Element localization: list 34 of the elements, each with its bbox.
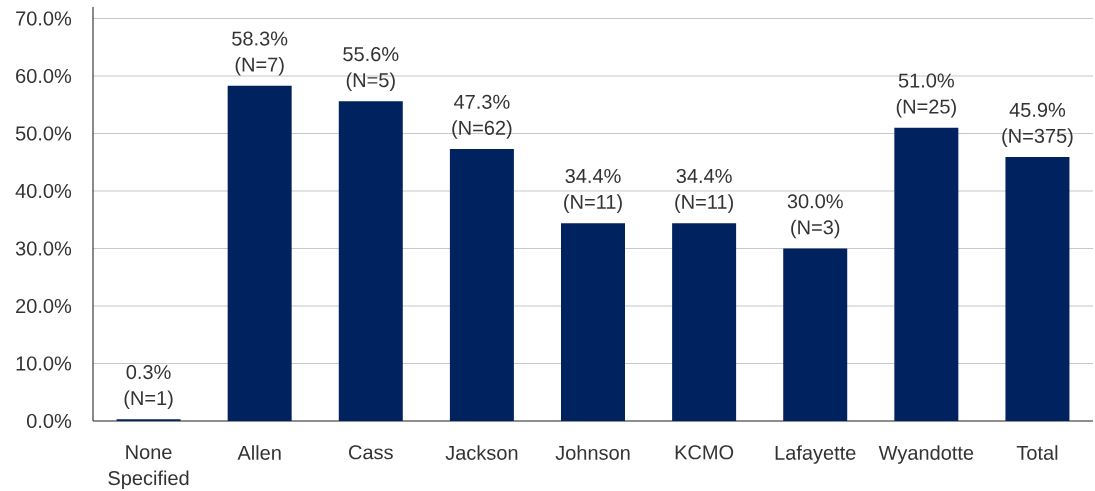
data-label: 55.6% (N=5) [343, 46, 399, 92]
y-tick-label: 10.0% [16, 356, 72, 371]
bar [672, 223, 737, 421]
bar [894, 127, 959, 421]
data-label: 51.0% (N=25) [896, 73, 956, 118]
x-tick-label: Allen [237, 445, 281, 460]
bar [561, 223, 625, 421]
x-tick-label: Johnson [555, 445, 630, 460]
bar [338, 101, 403, 421]
data-label: 47.3% (N=62) [452, 94, 512, 139]
x-tick-label: KCMO [675, 445, 734, 460]
y-tick-label: 30.0% [15, 241, 72, 256]
x-tick-label: Jackson [445, 445, 518, 460]
y-tick-label: 20.0% [16, 298, 72, 314]
x-tick-label: Cass [349, 445, 393, 460]
y-tick-label: 60.0% [16, 68, 72, 84]
y-tick-label: 50.0% [15, 126, 72, 141]
bar [783, 248, 848, 421]
bar [227, 85, 292, 421]
y-tick-label: 70.0% [16, 11, 72, 26]
data-label: 58.3% (N=7) [232, 31, 288, 76]
data-label: 45.9% (N=375) [1002, 102, 1073, 147]
data-label: 30.0% (N=3) [787, 194, 843, 239]
x-tick-label: Total [1016, 445, 1058, 460]
y-tick-label: 40.0% [15, 183, 72, 199]
x-tick-label: None Specified [108, 445, 189, 490]
data-label: 34.4% (N=11) [675, 168, 733, 213]
data-label: 34.4% (N=11) [564, 168, 622, 213]
bar [449, 149, 514, 421]
x-tick-label: Lafayette [775, 445, 856, 464]
y-tick-label: 0.0% [27, 413, 72, 429]
x-tick-label: Wyandotte [878, 445, 974, 464]
bar [1005, 157, 1070, 421]
data-label: 0.3% (N=1) [124, 364, 173, 410]
